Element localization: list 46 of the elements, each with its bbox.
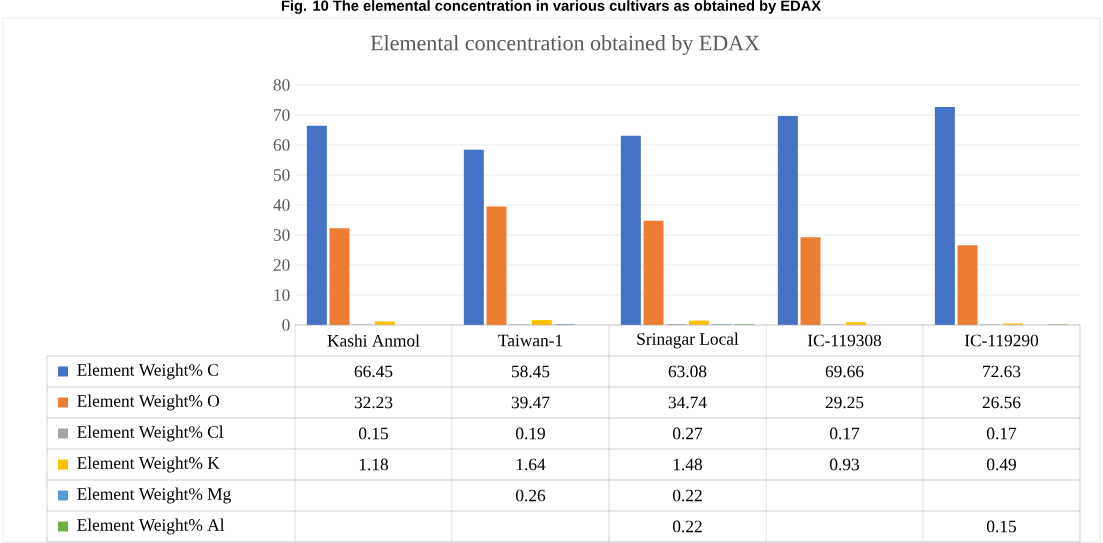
data-label: 34.74: [668, 396, 707, 409]
data-label: 0.49: [987, 458, 1016, 471]
x-tick-label: IC-119308: [807, 334, 882, 347]
data-label: 0.17: [987, 427, 1017, 440]
data-label: 0.93: [830, 458, 859, 471]
x-tick-label: Taiwan-1: [498, 334, 563, 347]
data-label: 72.63: [983, 365, 1021, 378]
y-tick-label: 20: [273, 259, 290, 271]
data-label: 63.08: [668, 365, 707, 378]
data-label: 69.66: [825, 365, 864, 378]
y-tick-label: 30: [273, 229, 290, 241]
data-label: 0.27: [673, 427, 703, 440]
data-label: 1.18: [359, 458, 389, 471]
data-label: 0.15: [359, 427, 388, 440]
chart-title: Elemental concentration obtained by EDAX: [370, 34, 760, 55]
legend-label: Element Weight% O: [77, 394, 220, 411]
x-tick-label: Srinagar Local: [637, 332, 739, 349]
y-tick-label: 10: [274, 289, 290, 301]
y-tick-label: 0: [282, 319, 290, 331]
data-label: 66.45: [354, 365, 393, 378]
y-tick-label: 50: [273, 169, 290, 181]
data-label: 26.56: [982, 396, 1021, 409]
y-tick-label: 40: [273, 199, 290, 211]
y-tick-label: 60: [273, 139, 290, 151]
x-tick-label: Kashi Anmol: [327, 334, 420, 347]
data-label: 39.47: [511, 396, 550, 409]
y-tick-label: 70: [274, 109, 290, 121]
legend-label: Element Weight% Mg: [77, 487, 231, 504]
data-label: 0.17: [830, 427, 860, 440]
data-label: 0.15: [987, 520, 1016, 533]
data-label: 0.19: [516, 427, 545, 440]
legend-label: Element Weight% C: [77, 363, 218, 380]
legend-label: Element Weight% K: [77, 456, 220, 473]
data-label: 29.25: [825, 396, 864, 409]
x-tick-label: IC-119290: [964, 334, 1039, 347]
data-label: 32.23: [354, 396, 393, 409]
data-label: 0.22: [673, 520, 702, 533]
data-label: 58.45: [512, 365, 550, 378]
y-tick-label: 80: [273, 79, 290, 91]
data-label: 1.48: [673, 458, 703, 471]
data-label: 1.64: [516, 458, 546, 471]
legend-label: Element Weight% Cl: [77, 425, 224, 442]
data-label: 0.22: [673, 489, 702, 502]
caption: Fig. 10 The elemental concentration in various cultivars as obtained by EDAX: [281, 0, 821, 14]
data-label: 0.26: [516, 489, 546, 502]
legend-label: Element Weight% Al: [77, 518, 225, 535]
